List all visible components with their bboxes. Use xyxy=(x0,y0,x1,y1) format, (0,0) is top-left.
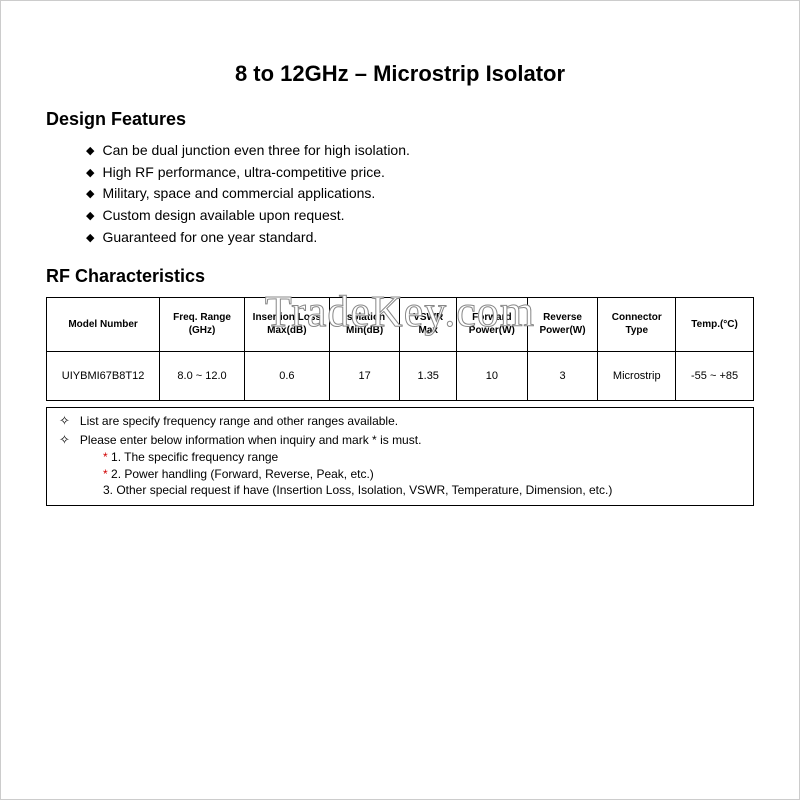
list-item: Custom design available upon request. xyxy=(86,205,754,227)
cell-rev-power: 3 xyxy=(527,352,598,401)
note-line: List are specify frequency range and oth… xyxy=(59,412,743,430)
required-star-icon: * xyxy=(103,450,111,464)
table-header-row: Model Number Freq. Range (GHz) Insertion… xyxy=(47,298,754,352)
table-row: UIYBMI67B8T12 8.0 ~ 12.0 0.6 17 1.35 10 … xyxy=(47,352,754,401)
rf-characteristics-heading: RF Characteristics xyxy=(46,266,754,287)
list-item: Can be dual junction even three for high… xyxy=(86,140,754,162)
col-isolation: Isolation Min(dB) xyxy=(329,298,400,352)
cell-vswr: 1.35 xyxy=(400,352,457,401)
list-item: Guaranteed for one year standard. xyxy=(86,227,754,249)
cell-insertion-loss: 0.6 xyxy=(244,352,329,401)
col-connector: Connector Type xyxy=(598,298,676,352)
page-title: 8 to 12GHz – Microstrip Isolator xyxy=(46,61,754,87)
cell-fwd-power: 10 xyxy=(457,352,528,401)
note-text: 1. The specific frequency range xyxy=(111,450,278,464)
cell-isolation: 17 xyxy=(329,352,400,401)
note-subline: * 1. The specific frequency range xyxy=(59,449,743,466)
note-subline: 3. Other special request if have (Insert… xyxy=(59,482,743,499)
design-features-list: Can be dual junction even three for high… xyxy=(86,140,754,248)
col-vswr: VSWR Max xyxy=(400,298,457,352)
list-item: High RF performance, ultra-competitive p… xyxy=(86,162,754,184)
required-star-icon: * xyxy=(103,467,111,481)
notes-table: List are specify frequency range and oth… xyxy=(46,407,754,506)
col-temp: Temp.(°C) xyxy=(676,298,754,352)
rf-characteristics-table: Model Number Freq. Range (GHz) Insertion… xyxy=(46,297,754,401)
col-model: Model Number xyxy=(47,298,160,352)
notes-cell: List are specify frequency range and oth… xyxy=(47,408,754,506)
cell-freq: 8.0 ~ 12.0 xyxy=(160,352,245,401)
col-rev-power: Reverse Power(W) xyxy=(527,298,598,352)
note-line: Please enter below information when inqu… xyxy=(59,431,743,449)
note-subline: * 2. Power handling (Forward, Reverse, P… xyxy=(59,466,743,483)
cell-connector: Microstrip xyxy=(598,352,676,401)
col-fwd-power: Forward Power(W) xyxy=(457,298,528,352)
col-freq: Freq. Range (GHz) xyxy=(160,298,245,352)
note-text: 2. Power handling (Forward, Reverse, Pea… xyxy=(111,467,374,481)
cell-temp: -55 ~ +85 xyxy=(676,352,754,401)
col-insertion-loss: Insertion Loss Max(dB) xyxy=(244,298,329,352)
document-page: 8 to 12GHz – Microstrip Isolator Design … xyxy=(1,1,799,536)
list-item: Military, space and commercial applicati… xyxy=(86,183,754,205)
cell-model: UIYBMI67B8T12 xyxy=(47,352,160,401)
design-features-heading: Design Features xyxy=(46,109,754,130)
